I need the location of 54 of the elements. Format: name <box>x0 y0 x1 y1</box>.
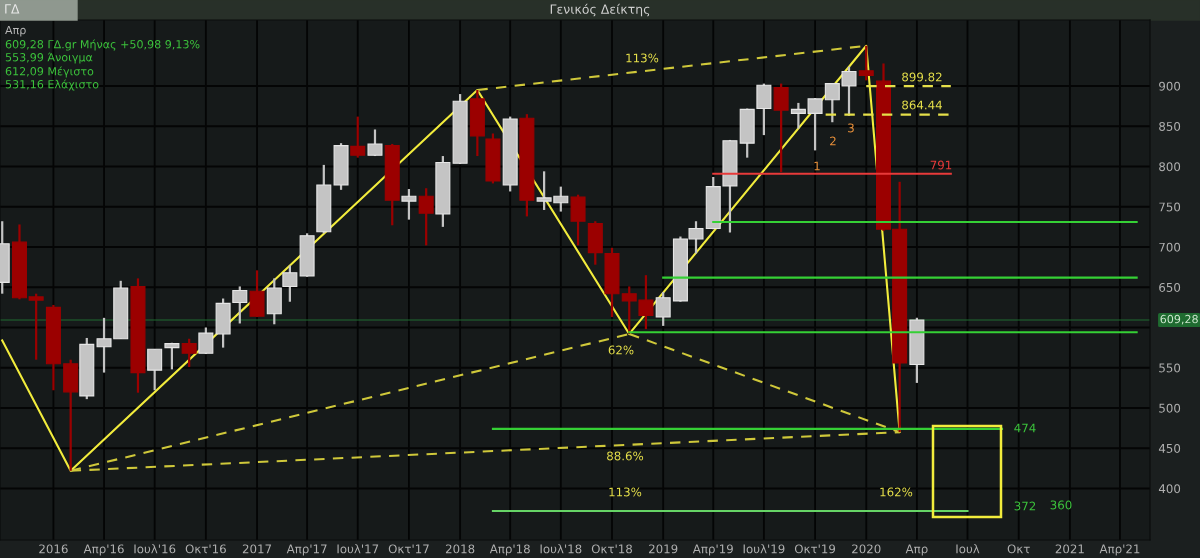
annotation: 162% <box>880 487 913 497</box>
x-tick-label: Απρ'21 <box>1099 544 1140 556</box>
x-tick-label: Ιουλ'19 <box>743 544 785 554</box>
chart-title: Γενικός Δείκτης <box>550 3 650 17</box>
annotation: 791 <box>930 160 952 170</box>
y-tick-label: 750 <box>1159 202 1181 212</box>
x-tick-label: Απρ'18 <box>489 544 530 556</box>
y-tick-label: 900 <box>1159 81 1181 91</box>
x-tick-label: Οκτ'16 <box>185 544 226 554</box>
annotation: 1 <box>814 161 820 171</box>
annotation: 62% <box>608 345 634 355</box>
x-tick-label: 2018 <box>445 544 475 554</box>
annotation: 864.44 <box>902 100 942 110</box>
annotation: 88.6% <box>607 451 644 461</box>
annotation: 612,09 Μέγιστο <box>5 66 94 78</box>
x-tick-label: Ιουλ <box>956 544 980 554</box>
x-tick-label: Απρ'16 <box>83 544 124 556</box>
annotation: 531,16 Ελάχιστο <box>5 79 99 91</box>
x-tick-label: Ιουλ'16 <box>134 544 176 554</box>
x-tick-label: Οκτ'17 <box>388 544 429 554</box>
annotation: 899.82 <box>902 72 942 82</box>
chart-subtitle: ΓΔ <box>5 4 20 14</box>
x-tick-label: Απρ'19 <box>692 544 733 556</box>
y-tick-label: 850 <box>1159 121 1181 131</box>
annotation: Απρ <box>5 25 26 37</box>
x-tick-label: Ιουλ'18 <box>540 544 582 554</box>
x-tick-label: 2020 <box>852 544 881 554</box>
annotation: 113% <box>626 53 659 63</box>
y-tick-label: 500 <box>1159 403 1181 413</box>
x-tick-label: 2016 <box>39 544 68 554</box>
annotation: 609,28 ΓΔ.gr Μήνας +50,98 9,13% <box>5 39 200 51</box>
x-tick-label: 2021 <box>1055 544 1084 554</box>
annotation: 372 <box>1014 501 1036 511</box>
y-tick-label: 800 <box>1159 162 1181 172</box>
annotation: 2 <box>830 136 836 146</box>
x-tick-label: Απρ <box>905 544 928 556</box>
x-tick-label: 2017 <box>242 544 272 554</box>
annotation: 553,99 Άνοιγμα <box>5 52 93 64</box>
y-tick-label: 650 <box>1159 282 1181 292</box>
y-tick-label: 400 <box>1158 484 1181 494</box>
x-tick-label: 2019 <box>649 544 678 554</box>
x-tick-label: Απρ'17 <box>286 544 327 556</box>
annotation: 360 <box>1050 500 1072 510</box>
annotation: 474 <box>1014 423 1036 433</box>
annotation: 3 <box>848 123 854 133</box>
x-tick-label: Οκτ'18 <box>591 544 632 554</box>
x-tick-label: Οκτ'19 <box>794 544 836 554</box>
y-tick-label: 450 <box>1158 443 1181 453</box>
x-tick-label: Οκτ <box>1007 544 1030 554</box>
x-tick-label: Ιουλ'17 <box>337 544 379 554</box>
y-tick-label: 550 <box>1159 363 1181 373</box>
y-tick-label: 700 <box>1159 242 1181 252</box>
ref-line-label: 609,28 <box>1160 314 1198 325</box>
annotation: 113% <box>609 487 642 497</box>
